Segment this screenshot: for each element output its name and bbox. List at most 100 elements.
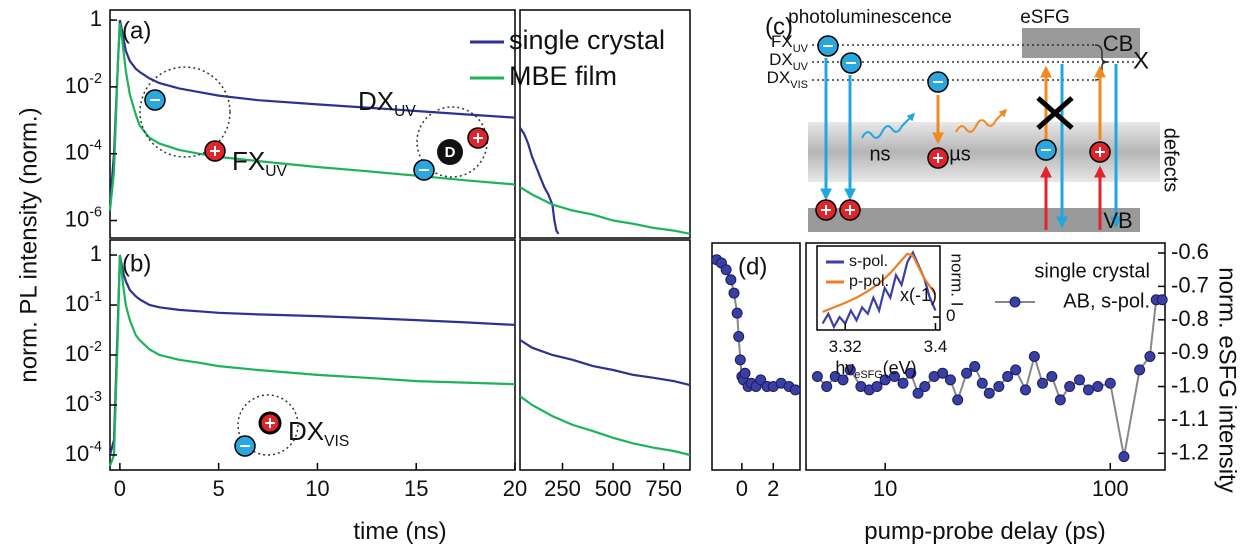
data-point [1134,364,1146,376]
data-line [822,252,937,313]
x-tick-label-part: 250 [544,476,581,501]
x-axis-label-part: eSFG [854,369,882,381]
x-tick-label: 5 [213,476,225,501]
x-tick-label-part: 5 [213,476,225,501]
y-tick-label-part: -1.2 [1171,439,1209,464]
data-point [1054,394,1066,406]
legend-label: AB, s-pol. [1063,290,1150,312]
data-point [1037,377,1049,389]
level-text: DX [769,50,793,69]
legend-title: single crystal [1034,260,1150,282]
y-tick-label: -1.0 [1171,372,1209,397]
data-point [1002,371,1014,383]
annotation: x(-1) [900,285,937,305]
x-axis-label: hνeSFG(eV) [835,358,916,381]
y-tick-label-part: -1.0 [1171,372,1209,397]
plot-frame [519,239,691,471]
electron [817,35,839,57]
data-line [108,19,516,205]
data-point [905,367,917,379]
y-tick-label: -0.8 [1171,306,1209,331]
x-tick-label: 0 [114,476,126,501]
y-tick-label: 10-2 [65,71,102,98]
y-tick-label-part: 10 [65,341,89,366]
data-point [734,354,746,366]
y-tick-label: 10-4 [65,137,102,164]
arrows [820,58,1122,230]
x-tick-label-part: 15 [404,476,428,501]
annotation-part: DX [358,86,394,116]
data-point [969,361,981,373]
panel-label: (d) [738,253,767,280]
data-point [844,364,856,376]
electron [927,71,949,93]
annotation-part: VIS [324,433,349,450]
level-label: DXUV [769,50,809,72]
y-axis-label: norm. I [948,254,967,307]
y-axis-label: norm. eSFG intensity [1214,267,1241,492]
annotation-part: DX [288,416,324,446]
y-tick-label: -0.9 [1171,339,1209,364]
hole [815,199,837,221]
header: photoluminescence [788,7,952,28]
y-tick-label-part: -2 [89,71,102,87]
x-tick-label: 750 [645,476,682,501]
data-point [993,381,1005,393]
data-line [108,254,516,467]
y-tick-label-part: 10 [65,206,89,231]
annotation-part: UV [394,103,416,120]
data-point [725,274,737,286]
x-tick-label: 20 [503,476,527,501]
data-point [952,394,964,406]
legend-label: s-pol. [849,253,888,270]
hole [1089,141,1111,163]
data-line [519,127,560,235]
y-tick-label: 10-6 [65,204,102,231]
electron [144,89,166,111]
data-point [755,374,767,386]
legend-label: single crystal [509,25,665,55]
data-point [976,377,988,389]
data-point [1064,381,1076,393]
x-tick-label-part: 10 [305,476,329,501]
level-text: DX [767,68,791,87]
legend-label: p-pol. [849,273,889,290]
y-tick-label: 10-4 [65,439,102,466]
y-tick-label: -0.6 [1171,239,1209,264]
y-tick-label-part: 10 [65,291,89,316]
level-sub: VIS [790,79,808,91]
y-tick-label: 1 [90,241,102,266]
electron [840,52,862,74]
data-point [897,377,909,389]
y-tick-label-part: -0.7 [1171,272,1209,297]
annotation-part: UV [265,163,287,180]
levels [812,44,1135,81]
x-tick-label-part: 3.32 [829,337,862,356]
level-sub: UV [793,43,809,55]
y-tick-label-part: -0.6 [1171,239,1209,264]
x-tick-label-part: 20 [503,476,527,501]
data-point [937,367,949,379]
lifetime: µs [949,143,971,165]
x-tick-label: 3.32 [829,337,862,356]
data-line [519,186,691,235]
x-tick-label: 100 [1092,476,1129,501]
data-line [519,395,691,457]
x-tick-label: 250 [544,476,581,501]
data-point [871,381,883,393]
y-tick-label: 10-2 [65,339,102,366]
level-label: DXVIS [767,68,808,90]
electron [413,159,435,181]
y-axis-label: norm. PL intensity (norm.) [15,107,42,382]
hole [204,140,226,162]
annotation-part: FX [232,146,265,176]
y-tick-label-part: -2 [89,339,102,355]
plot-frame [805,242,1166,471]
data-point [720,264,732,276]
x-axis-label: time (ns) [353,518,446,545]
y-tick-label-part: 10 [65,140,89,165]
vb-band [808,208,1140,232]
y-tick-label-part: -0.9 [1171,339,1209,364]
annotation: FXUV [232,146,287,180]
